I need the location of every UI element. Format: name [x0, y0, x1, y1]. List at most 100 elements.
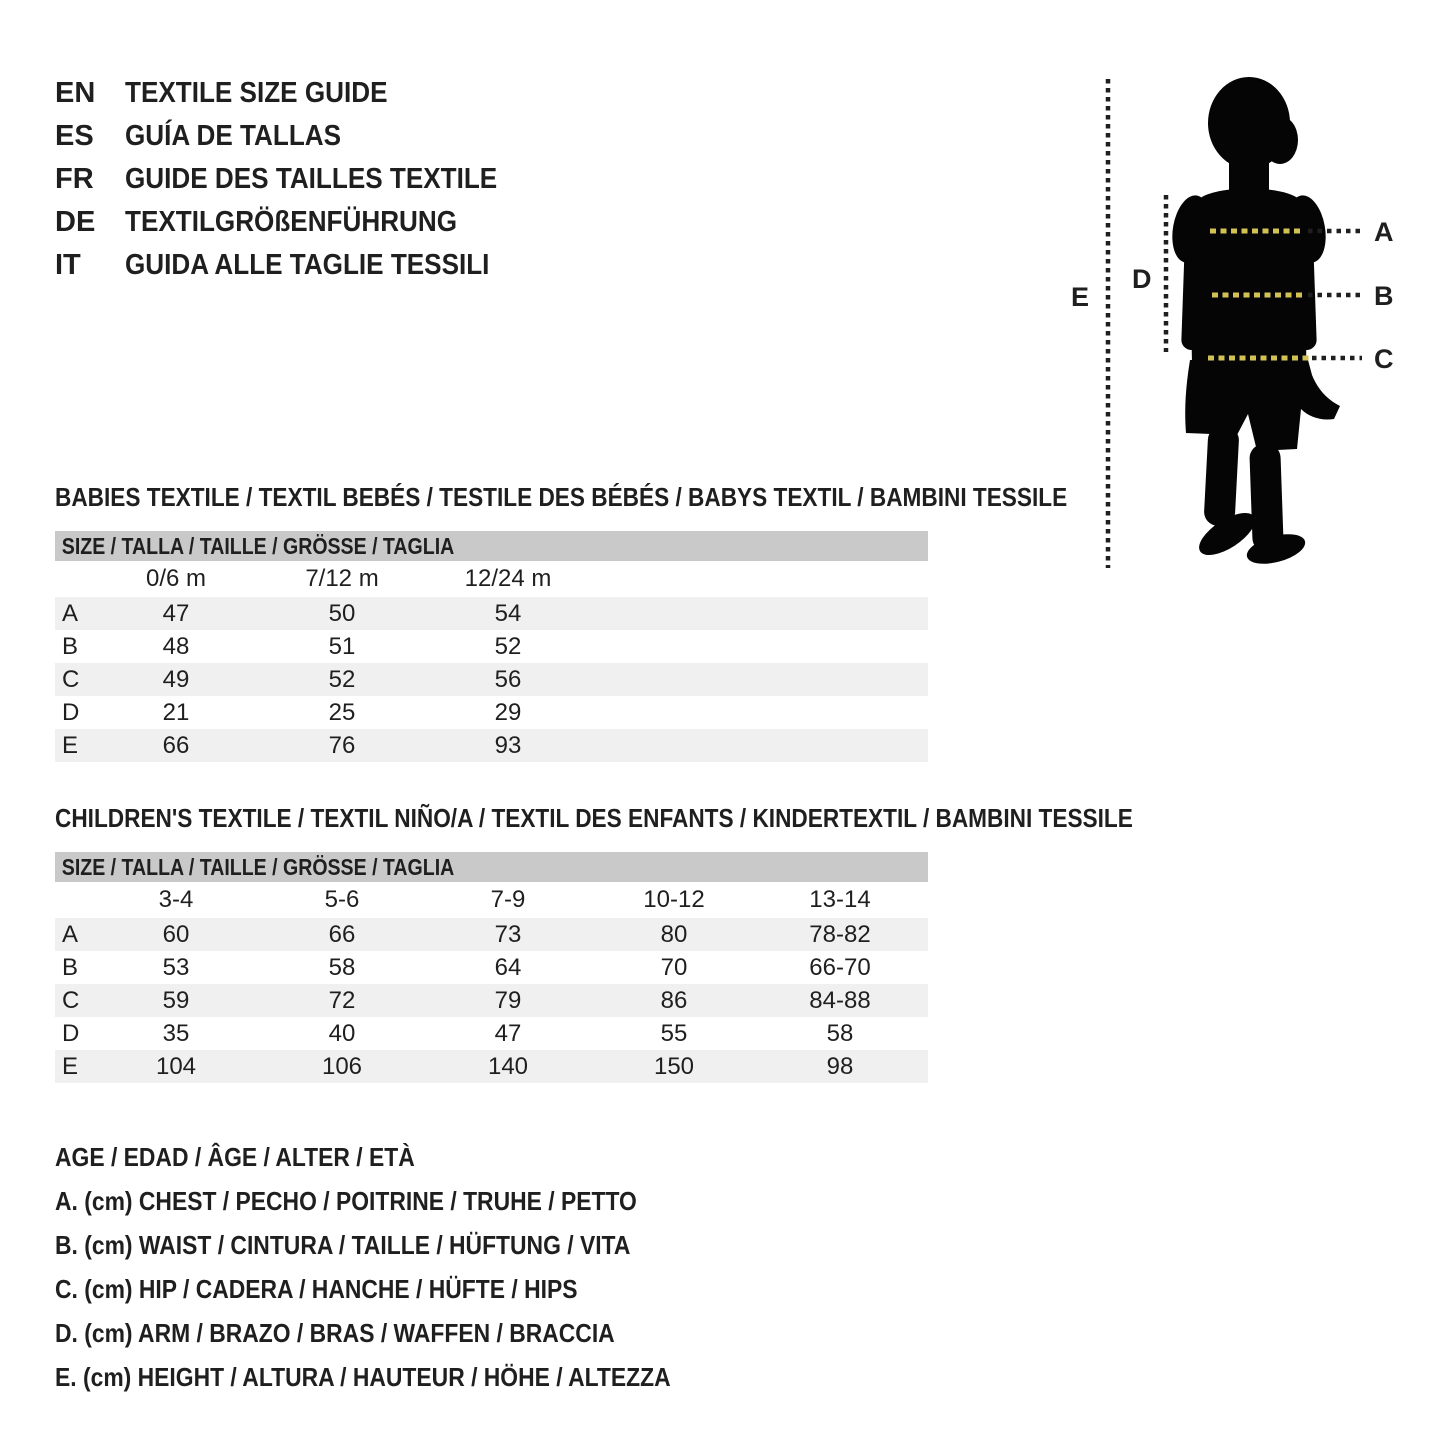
table-cell: 48	[162, 632, 190, 660]
child-measurement-figure: A B C D E	[1071, 77, 1394, 568]
table-cell: 25	[328, 698, 356, 726]
language-code: IT	[55, 249, 81, 281]
table-cell: 150	[653, 1052, 695, 1080]
table-cell: 52	[494, 632, 522, 660]
column-header: 13-14	[809, 886, 871, 913]
table-cell: 64	[494, 953, 522, 981]
language-row: FR GUIDE DES TAILLES TEXTILE	[55, 158, 539, 201]
table-cell: 53	[162, 953, 190, 981]
guide-title-es: GUÍA DE TALLAS	[125, 120, 342, 152]
table-cell: 50	[328, 599, 356, 627]
column-header: 12/24 m	[464, 565, 552, 592]
table-cell: 66	[328, 920, 356, 948]
table-row: E 66 76 93	[55, 729, 928, 762]
language-row: EN TEXTILE SIZE GUIDE	[55, 72, 539, 115]
babies-size-table: SIZE / TALLA / TAILLE / GRÖSSE / TAGLIA …	[55, 531, 928, 762]
column-header: 0/6 m	[145, 565, 207, 592]
table-cell: 66	[162, 731, 190, 759]
column-header: 3-4	[158, 886, 194, 913]
size-header-bar: SIZE / TALLA / TAILLE / GRÖSSE / TAGLIA	[55, 852, 928, 882]
babies-section-title: BABIES TEXTILE / TEXTIL BEBÉS / TESTILE …	[55, 482, 1068, 512]
table-cell: 106	[321, 1052, 363, 1080]
column-header: 10-12	[643, 886, 705, 913]
guide-title-it: GUIDA ALLE TAGLIE TESSILI	[125, 249, 490, 281]
row-label: C	[62, 665, 80, 693]
guide-title-fr: GUIDE DES TAILLES TEXTILE	[125, 163, 498, 195]
table-column-headers: 0/6 m 7/12 m 12/24 m	[55, 561, 928, 597]
table-row: D 35 40 47 55 58	[55, 1017, 928, 1050]
table-cell: 60	[162, 920, 190, 948]
table-cell: 52	[328, 665, 356, 693]
table-cell: 54	[494, 599, 522, 627]
legend-line-arm: D. (cm) ARM / BRAZO / BRAS / WAFFEN / BR…	[55, 1317, 615, 1348]
legend-line-hip: C. (cm) HIP / CADERA / HANCHE / HÜFTE / …	[55, 1273, 578, 1304]
row-label: A	[62, 599, 79, 627]
table-cell: 84-88	[809, 986, 871, 1014]
column-header: 7-9	[490, 886, 526, 913]
table-cell: 93	[494, 731, 522, 759]
table-row: C 49 52 56	[55, 663, 928, 696]
table-cell: 104	[155, 1052, 197, 1080]
table-cell: 59	[162, 986, 190, 1014]
figure-label-waist: B	[1374, 281, 1394, 311]
size-header-bar: SIZE / TALLA / TAILLE / GRÖSSE / TAGLIA	[55, 531, 928, 561]
row-label: A	[62, 920, 79, 948]
table-cell: 76	[328, 731, 356, 759]
measurement-legend: AGE / EDAD / ÂGE / ALTER / ETÀ A. (cm) C…	[55, 1135, 755, 1399]
language-code: FR	[55, 163, 94, 195]
row-label: B	[62, 632, 79, 660]
table-cell: 58	[826, 1019, 854, 1047]
language-row: ES GUÍA DE TALLAS	[55, 115, 539, 158]
table-cell: 47	[162, 599, 190, 627]
table-cell: 51	[328, 632, 356, 660]
table-row: C 59 72 79 86 84-88	[55, 984, 928, 1017]
table-column-headers: 3-4 5-6 7-9 10-12 13-14	[55, 882, 928, 918]
figure-label-hip: C	[1374, 344, 1394, 374]
guide-title-en: TEXTILE SIZE GUIDE	[125, 77, 388, 109]
figure-label-arm: D	[1132, 264, 1152, 294]
table-cell: 80	[660, 920, 688, 948]
language-row: DE TEXTILGRÖßENFÜHRUNG	[55, 201, 539, 244]
size-header-label: SIZE / TALLA / TAILLE / GRÖSSE / TAGLIA	[61, 853, 455, 880]
language-code: DE	[55, 206, 96, 238]
table-cell: 55	[660, 1019, 688, 1047]
column-header: 5-6	[324, 886, 360, 913]
table-row: B 53 58 64 70 66-70	[55, 951, 928, 984]
children-size-table: SIZE / TALLA / TAILLE / GRÖSSE / TAGLIA …	[55, 852, 928, 1083]
row-label: C	[62, 986, 80, 1014]
table-cell: 29	[494, 698, 522, 726]
table-cell: 70	[660, 953, 688, 981]
row-label: E	[62, 1052, 79, 1080]
table-cell: 140	[487, 1052, 529, 1080]
children-section-title: CHILDREN'S TEXTILE / TEXTIL NIÑO/A / TEX…	[55, 803, 1133, 833]
table-cell: 47	[494, 1019, 522, 1047]
language-code: ES	[55, 120, 94, 152]
guide-title-de: TEXTILGRÖßENFÜHRUNG	[125, 206, 458, 238]
table-cell: 78-82	[809, 920, 871, 948]
table-cell: 66-70	[809, 953, 871, 981]
legend-line-chest: A. (cm) CHEST / PECHO / POITRINE / TRUHE…	[55, 1185, 637, 1216]
table-cell: 73	[494, 920, 522, 948]
child-silhouette	[1172, 77, 1340, 564]
figure-label-height: E	[1071, 282, 1089, 312]
table-cell: 21	[162, 698, 190, 726]
table-cell: 58	[328, 953, 356, 981]
row-label: E	[62, 731, 79, 759]
language-row: IT GUIDA ALLE TAGLIE TESSILI	[55, 244, 539, 287]
table-cell: 86	[660, 986, 688, 1014]
table-row: A 47 50 54	[55, 597, 928, 630]
legend-line-waist: B. (cm) WAIST / CINTURA / TAILLE / HÜFTU…	[55, 1229, 631, 1260]
table-row: D 21 25 29	[55, 696, 928, 729]
table-row: A 60 66 73 80 78-82	[55, 918, 928, 951]
size-header-label: SIZE / TALLA / TAILLE / GRÖSSE / TAGLIA	[61, 532, 455, 559]
language-title-block: EN TEXTILE SIZE GUIDE ES GUÍA DE TALLAS …	[55, 72, 539, 287]
figure-label-chest: A	[1374, 217, 1394, 247]
table-cell: 40	[328, 1019, 356, 1047]
legend-line-age: AGE / EDAD / ÂGE / ALTER / ETÀ	[55, 1141, 415, 1172]
row-label: B	[62, 953, 79, 981]
table-cell: 35	[162, 1019, 190, 1047]
table-cell: 56	[494, 665, 522, 693]
language-code: EN	[55, 77, 96, 109]
table-row: E 104 106 140 150 98	[55, 1050, 928, 1083]
